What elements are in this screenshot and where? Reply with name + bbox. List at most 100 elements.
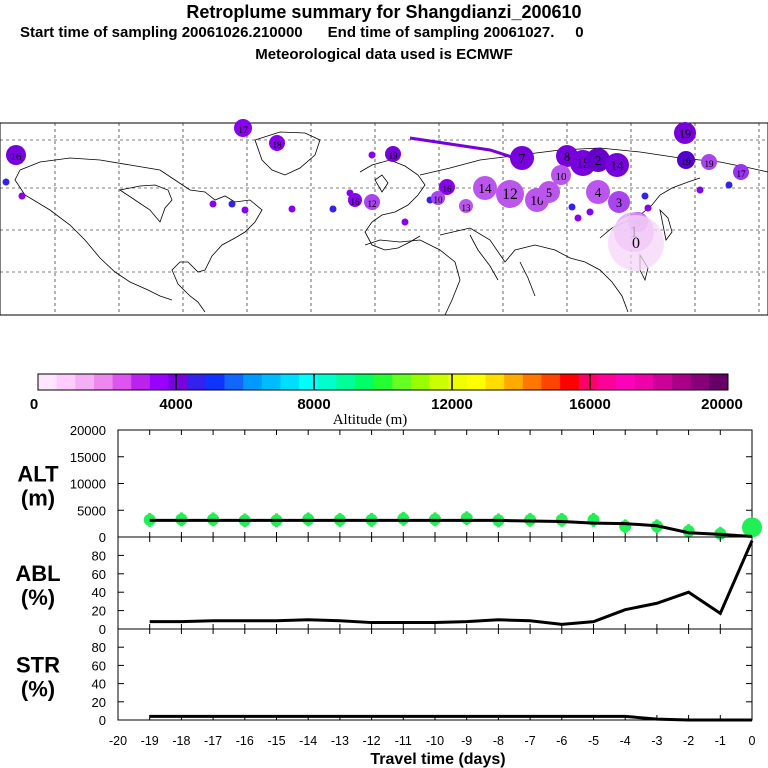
colorbar-cell [355,374,375,390]
panel-altitude: 0 5000 10000 15000 20000 ALT(m) [17,423,762,545]
plume-centroid [608,215,664,271]
colorbar-cell [448,374,468,390]
x-tick-label: -13 [331,734,349,748]
panel-frame [117,628,753,721]
colorbar-cell [578,374,598,390]
colorbar-cell [112,374,132,390]
y-tick-label: 40 [92,585,106,600]
y-axis-label-unit: (%) [21,585,55,610]
plume-dot [368,151,376,159]
colorbar-cell [410,374,431,390]
colorbar-cell [541,374,561,390]
colorbar-tick-label: 16000 [569,396,611,413]
altitude-mean-line [149,518,753,538]
colorbar-cell [261,374,281,390]
plume-centroid-label: 18 [273,140,283,150]
y-tick-label: 0 [99,713,106,728]
colorbar-label: Altitude (m) [333,412,408,428]
altitude-point [397,512,410,525]
y-axis-label-unit: (m) [21,486,55,511]
plume-centroid [538,181,560,203]
colorbar-tick-label: 0 [30,396,38,413]
plume-centroid-label: 17 [737,169,747,179]
plume-dot [644,204,652,212]
x-tick-label: -16 [236,734,254,748]
plume-centroid [496,180,524,208]
y-tick-label: 20 [92,604,106,619]
plume-dot [641,192,649,200]
plume-centroid [733,164,749,180]
colorbar-cell [597,374,617,390]
colorbar-cell [709,374,729,390]
plume-centroid-label: 13 [462,203,472,213]
x-tick-label: -4 [620,734,631,748]
y-tick-label: 60 [92,658,106,673]
colorbar-cell [280,374,300,390]
plume-centroid-label: 7 [519,151,526,166]
colorbar-frame [37,373,729,391]
plume-centroid-label: 14 [478,181,492,196]
x-tick-label: -5 [588,734,599,748]
y-axis-label: ABL [15,561,60,586]
x-tick-label: -18 [172,734,190,748]
colorbar-cell [634,374,654,390]
y-tick-label: 40 [92,677,106,692]
plume-centroid [605,153,629,177]
plume-centroid-label: 14 [610,158,624,173]
plume-centroid [586,180,610,204]
x-tick-label: -12 [363,734,381,748]
map-frame [0,122,768,316]
plume-centroid [701,154,717,170]
colorbar-tick-label: 20000 [701,396,743,413]
colorbar-cell [243,374,263,390]
y-tick-label: 80 [92,640,106,655]
panel-abl: 0 20 40 60 80 ABL(%) [15,536,754,637]
colorbar-cell [75,374,95,390]
altitude-colorbar: 0 4000 8000 12000 16000 20000 Altitude (m) [30,373,743,428]
x-tick-label: 0 [749,734,756,748]
plume-centroid [385,146,401,162]
plume-centroid [551,165,571,185]
plume-centroid-label: 19 [679,127,691,141]
chart-title: Retroplume summary for Shangdianzi_20061… [186,2,582,22]
x-tick-label: -3 [651,734,662,748]
y-tick-label: 10000 [70,477,106,492]
y-tick-label: 60 [92,567,106,582]
plume-dot [329,205,337,213]
y-axis-label: ALT [17,462,59,487]
x-tick-label: -6 [556,734,567,748]
plume-centroid-label: 2 [595,153,602,168]
plume-dot [696,186,704,194]
x-tick-label: -1 [715,734,726,748]
colorbar-cell [149,374,170,390]
plume-centroid [674,122,696,144]
plume-dot [241,206,249,214]
y-axis-label: STR [16,653,60,678]
plume-centroid-label: 16 [351,197,361,207]
colorbar-cell [299,374,319,390]
plume-centroid-label: 3 [616,196,622,210]
x-tick-label: -19 [141,734,159,748]
met-data-line: Meteorological data used is ECMWF [255,46,513,63]
plume-dot [18,192,26,200]
plume-dot [574,214,582,222]
colorbar-cell [672,374,692,390]
x-tick-label: -8 [493,734,504,748]
plume-dot [725,181,733,189]
plume-dot [209,200,217,208]
colorbar-cell [504,374,524,390]
plume-centroid [348,193,362,207]
colorbar-cell [429,374,449,390]
altitude-point [460,512,473,525]
coastlines [14,131,768,316]
y-tick-label: 0 [99,530,106,545]
plume-centroid-label: 10 [434,195,444,205]
altitude-point [742,517,762,538]
altitude-point [555,513,568,526]
x-tick-label: -9 [461,734,472,748]
plume-dot [2,178,10,186]
colorbar-cell [522,374,543,390]
colorbar-cell [317,374,337,390]
y-axis-label-unit: (%) [21,677,55,702]
